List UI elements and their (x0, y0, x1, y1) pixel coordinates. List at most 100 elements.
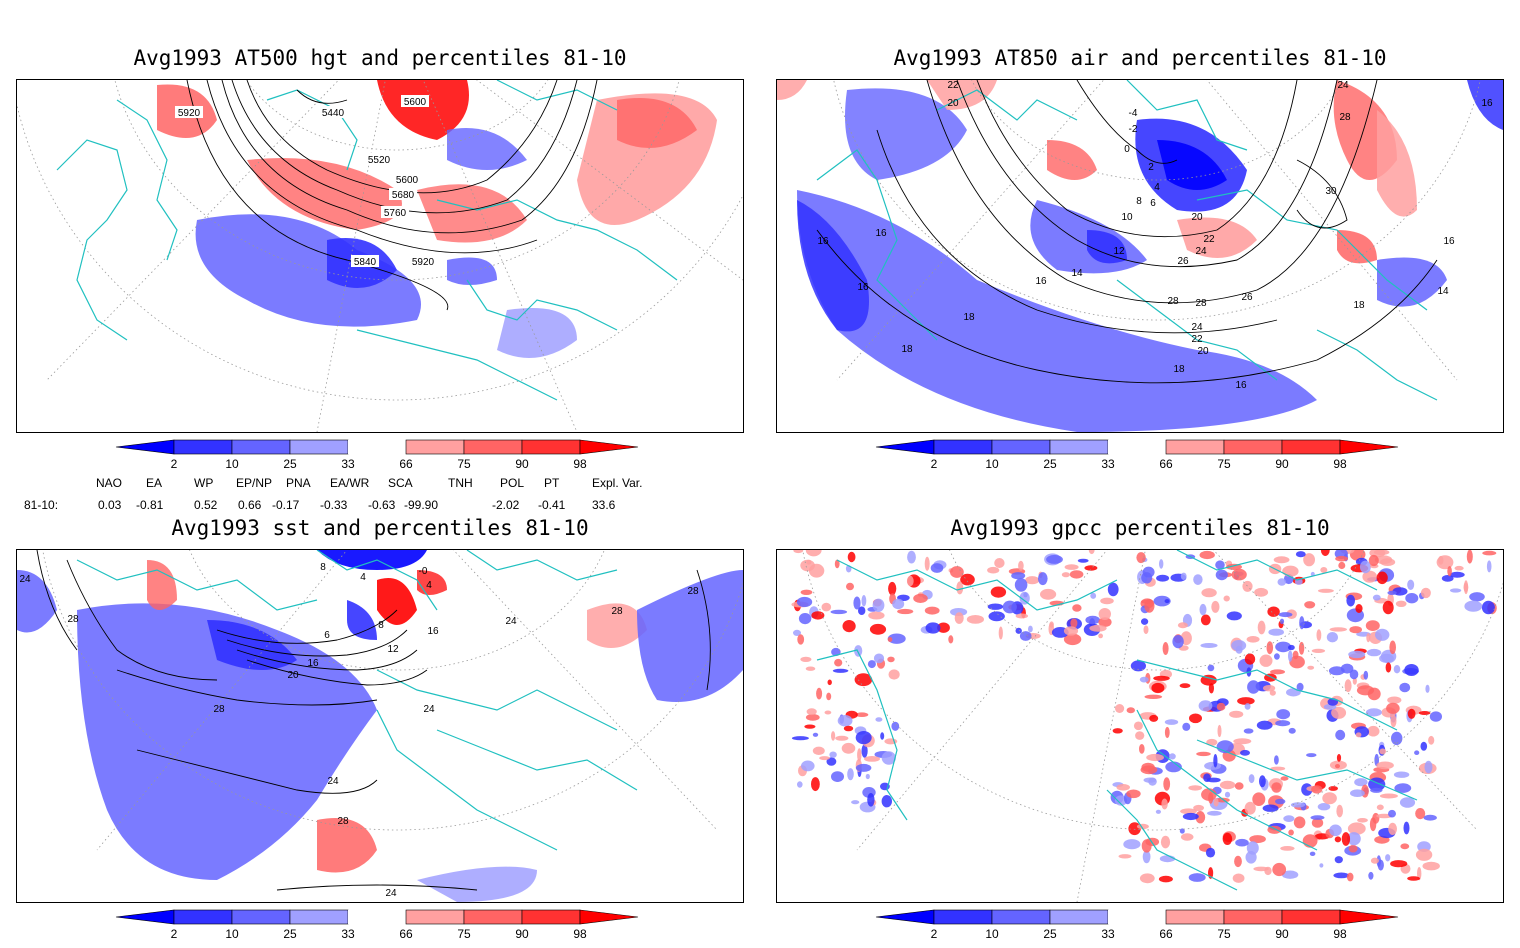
svg-text:10: 10 (225, 457, 239, 471)
precip-cell (1144, 694, 1163, 699)
precip-cell (888, 581, 897, 596)
precip-cell (1160, 835, 1171, 849)
precip-cell (1486, 560, 1492, 573)
colorbar-swatch (1108, 910, 1166, 924)
precip-cell (831, 771, 844, 782)
svg-text:20: 20 (287, 670, 299, 681)
precip-cell (835, 735, 849, 741)
map-air850: 22 20 -4 -2 0 2 4 6 8 10 12 14 16 16 16 … (776, 79, 1504, 433)
precip-cell (1423, 814, 1437, 821)
precip-cell (1112, 728, 1123, 734)
precip-cell (966, 615, 984, 624)
precip-cell (1199, 603, 1207, 616)
svg-text:18: 18 (963, 312, 975, 323)
precip-cell (830, 609, 848, 615)
colorbar-swatch (348, 440, 406, 454)
colorbar-arrow-low (875, 439, 935, 455)
precip-cell (1385, 662, 1392, 673)
precip-cell (1424, 760, 1433, 774)
svg-text:90: 90 (1275, 927, 1289, 941)
precip-cell (1329, 824, 1342, 837)
precip-cell (1311, 818, 1324, 828)
precip-cell (1356, 685, 1375, 696)
precip-cell (956, 581, 964, 595)
colorbar-swatch (463, 439, 523, 455)
colorbar-arrow-low (875, 909, 935, 925)
colorbar-swatch (173, 439, 233, 455)
precip-cell (1288, 829, 1294, 836)
precip-cell (994, 558, 1005, 568)
precip-cell (1198, 700, 1213, 712)
precip-cell (1317, 803, 1331, 811)
precip-cell (1298, 641, 1305, 655)
precip-cell (1269, 690, 1276, 696)
precip-cell (1447, 566, 1452, 577)
precip-cell (1116, 784, 1130, 791)
precip-cell (1063, 633, 1082, 646)
precip-cell (812, 732, 819, 737)
teleconnection-indices: NAO EA WP EP/NP PNA EA/WR SCA TNH POL PT… (0, 472, 760, 516)
precip-cell (1403, 821, 1410, 835)
precip-cell (1216, 702, 1226, 711)
map-hgt500: 5920 5440 5600 5520 5600 5680 5760 5840 … (16, 79, 744, 433)
precip-cell (1376, 804, 1384, 811)
precip-cell (1235, 838, 1249, 847)
index-value: 0.03 (98, 498, 122, 512)
precip-cell (1394, 783, 1412, 793)
colorbar-swatch (231, 909, 291, 925)
svg-text:12: 12 (387, 644, 399, 655)
map-sst: 24 28 8 4 -0 4 6 8 12 16 16 20 24 24 28 … (16, 549, 744, 903)
precip-cell (998, 626, 1003, 640)
svg-text:16: 16 (1481, 98, 1493, 109)
precip-cell (1388, 809, 1396, 818)
precip-cell (1253, 866, 1269, 872)
precip-cell (800, 559, 815, 572)
precip-cell (801, 760, 815, 772)
svg-text:12: 12 (1113, 246, 1125, 257)
svg-text:10: 10 (985, 927, 999, 941)
precip-cell (1404, 664, 1419, 676)
svg-text:18: 18 (1173, 364, 1185, 375)
precip-cell (1328, 786, 1338, 791)
precip-cell (1015, 627, 1022, 634)
precip-cell (1262, 804, 1279, 812)
precip-cell (1344, 679, 1352, 693)
precip-cell (907, 550, 916, 564)
svg-text:-4: -4 (1129, 108, 1138, 119)
precip-cell (1407, 579, 1415, 590)
precip-cell (1025, 576, 1040, 585)
colorbar-arrow-high (579, 909, 639, 925)
svg-text:16: 16 (817, 236, 829, 247)
index-row-label: 81-10: (24, 498, 59, 512)
precip-cell (1195, 811, 1206, 824)
precip-cell (1072, 604, 1082, 612)
precip-cell (1454, 565, 1464, 571)
svg-text:26: 26 (1177, 256, 1189, 267)
svg-text:98: 98 (573, 457, 587, 471)
precip-cell (1267, 606, 1280, 617)
colorbar-swatch (1165, 439, 1225, 455)
svg-text:66: 66 (399, 457, 413, 471)
precip-cell (1177, 622, 1188, 629)
precip-cell (1366, 648, 1382, 657)
svg-text:20: 20 (947, 98, 959, 109)
svg-text:8: 8 (1136, 196, 1142, 207)
colorbar-swatch (405, 909, 465, 925)
precip-cell (864, 756, 880, 762)
svg-text:6: 6 (324, 630, 330, 641)
precip-cell (851, 800, 860, 805)
index-value: -0.17 (272, 498, 300, 512)
precip-cell (1234, 782, 1244, 790)
svg-text:66: 66 (399, 927, 413, 941)
precip-cell (1172, 635, 1184, 649)
precip-cell (1449, 571, 1465, 578)
precip-cell (1347, 822, 1366, 835)
precip-cell (791, 736, 809, 741)
precip-cell (1275, 798, 1286, 805)
svg-text:5760: 5760 (384, 208, 407, 219)
precip-cell (854, 673, 873, 687)
precip-cell (1306, 753, 1317, 758)
precip-cell (1382, 600, 1394, 615)
precip-cell (827, 679, 832, 686)
index-value: 33.6 (592, 498, 616, 512)
